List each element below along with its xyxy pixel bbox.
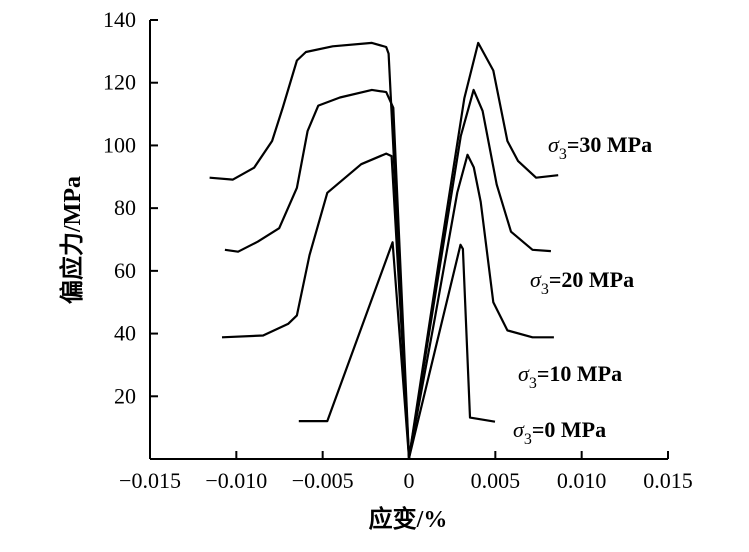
y-tick-label: 40 xyxy=(114,321,136,346)
series-label: σ3=10 MPa xyxy=(518,361,622,392)
y-tick-label: 80 xyxy=(114,195,136,220)
x-tick-label: 0 xyxy=(404,468,415,493)
series-label: σ3=0 MPa xyxy=(513,417,606,448)
y-tick-label: 20 xyxy=(114,383,136,408)
series-line xyxy=(224,88,551,460)
x-tick-label: 0.010 xyxy=(557,468,607,493)
y-axis-label: 偏应力/MPa xyxy=(58,176,86,304)
x-tick-label: −0.005 xyxy=(292,468,354,493)
series-labels: σ3=0 MPa σ3=10 MPa σ3=20 MPa σ3=30 MPa xyxy=(513,132,652,448)
series-group xyxy=(209,41,559,460)
x-tick-label: 0.005 xyxy=(471,468,521,493)
x-tick-label: −0.015 xyxy=(119,468,181,493)
axes: 20 40 60 80 100 120 140 −0.015 −0.010 −0.005 0 0.00… xyxy=(103,7,693,493)
series-line xyxy=(298,241,496,460)
y-tick-label: 120 xyxy=(103,70,136,95)
x-axis-label: 应变/% xyxy=(369,505,448,533)
x-tick-label: −0.010 xyxy=(205,468,267,493)
series-line xyxy=(221,152,554,460)
series-line xyxy=(209,41,559,460)
series-label: σ3=20 MPa xyxy=(530,267,634,298)
y-tick-label: 60 xyxy=(114,258,136,283)
series-label: σ3=30 MPa xyxy=(548,132,652,163)
x-tick-label: 0.015 xyxy=(643,468,693,493)
y-tick-label: 100 xyxy=(103,132,136,157)
y-tick-label: 140 xyxy=(103,7,136,32)
